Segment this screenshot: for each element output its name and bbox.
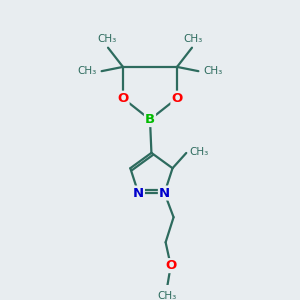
Text: CH₃: CH₃ xyxy=(77,66,97,76)
Text: CH₃: CH₃ xyxy=(158,291,177,300)
Text: B: B xyxy=(145,113,155,126)
Text: N: N xyxy=(133,187,144,200)
Text: O: O xyxy=(165,259,176,272)
Text: O: O xyxy=(117,92,129,105)
Text: CH₃: CH₃ xyxy=(97,34,116,44)
Text: CH₃: CH₃ xyxy=(203,66,223,76)
Text: O: O xyxy=(171,92,183,105)
Text: CH₃: CH₃ xyxy=(190,147,209,157)
Text: CH₃: CH₃ xyxy=(184,34,203,44)
Text: N: N xyxy=(159,187,170,200)
